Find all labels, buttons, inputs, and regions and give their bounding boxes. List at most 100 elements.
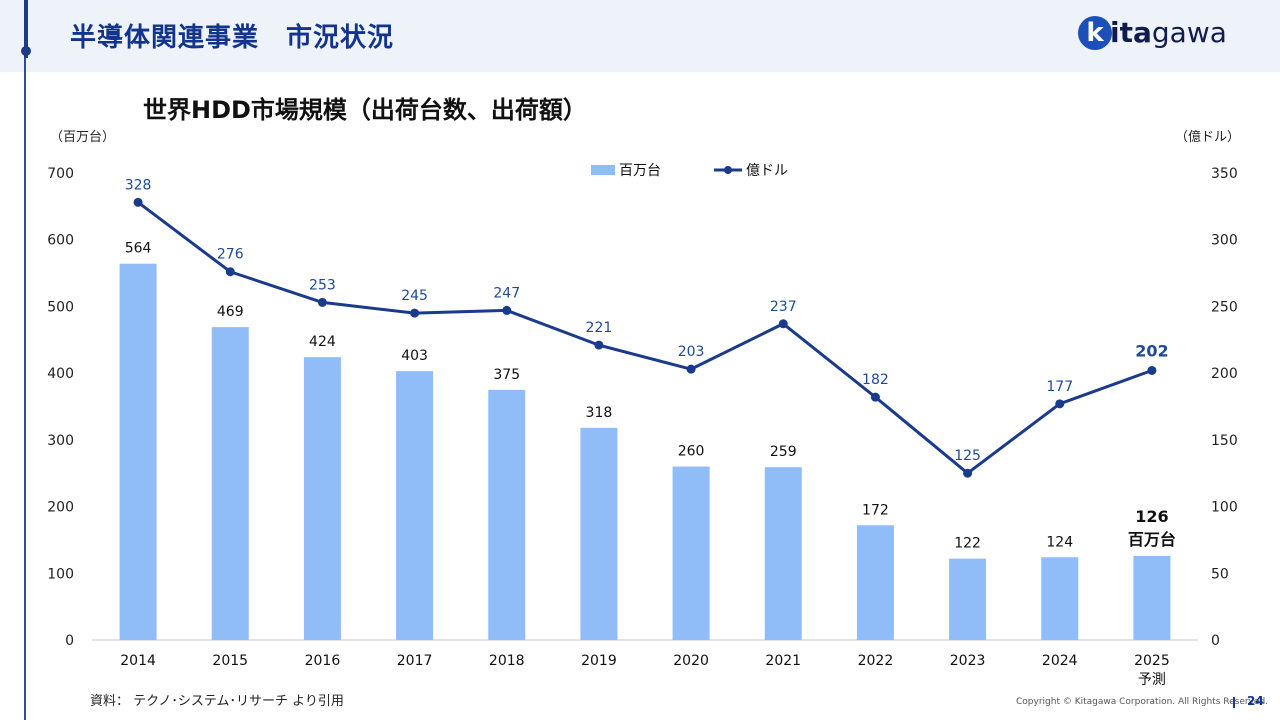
left-tick-label: 300: [47, 433, 74, 449]
x-tick-label-2015: 2015: [212, 653, 248, 669]
right-tick-label: 250: [1211, 299, 1238, 315]
x-tick-label-2024: 2024: [1042, 653, 1078, 669]
x-tick-label-2017: 2017: [397, 653, 433, 669]
line-point-2018: [502, 305, 512, 315]
x-tick-label-2021: 2021: [765, 653, 801, 669]
bar-value-label-2016: 424: [309, 334, 336, 350]
legend-swatch-line-marker: [724, 166, 732, 174]
x-tick-label-2022: 2022: [858, 653, 894, 669]
line-point-2019: [594, 340, 604, 350]
line-value-label-2017: 245: [401, 288, 428, 304]
left-tick-label: 400: [47, 366, 74, 382]
logo-mark: k: [1078, 16, 1112, 50]
bar-2018: [488, 389, 526, 640]
bar-value-label-2014: 564: [125, 241, 152, 257]
legend-swatch-bars: [591, 165, 615, 175]
left-tick-label: 500: [47, 299, 74, 315]
x-tick-label-2020: 2020: [673, 653, 709, 669]
line-point-2023: [963, 468, 973, 478]
x-tick-label-2018: 2018: [489, 653, 525, 669]
right-tick-label: 100: [1211, 500, 1238, 516]
source-note: 資料： テクノ･システム･リサーチ より引用: [90, 694, 344, 709]
legend-label-bars: 百万台: [619, 163, 661, 179]
bar-2021: [764, 467, 802, 640]
line-value-label-2018: 247: [493, 285, 520, 301]
bar-2024: [1041, 557, 1079, 640]
bar-value-label-2015: 469: [217, 304, 244, 320]
x-tick-label-2016: 2016: [305, 653, 341, 669]
line-value-label-2015: 276: [217, 247, 244, 263]
bar-2020: [672, 466, 710, 640]
bar-value-label-2019: 318: [586, 405, 613, 421]
bar-value-label-2023: 122: [954, 536, 981, 552]
line-series-revenue: [137, 201, 1153, 475]
copyright-text: Copyright © Kitagawa Corporation. All Ri…: [1016, 697, 1269, 707]
bar-value-label-2022: 172: [862, 502, 889, 518]
line-value-label-2020: 203: [678, 344, 705, 360]
chart-title: 世界HDD市場規模（出荷台数、出荷額）: [143, 96, 587, 124]
line-point-2016: [317, 297, 327, 307]
line-point-2024: [1055, 399, 1065, 409]
right-tick-label: 150: [1211, 433, 1238, 449]
bar-value-label-2017: 403: [401, 348, 428, 364]
bar-value-label-2021: 259: [770, 444, 797, 460]
line-value-label-2019: 221: [586, 320, 613, 336]
line-point-2021: [778, 319, 788, 329]
bar-2019: [580, 427, 618, 640]
left-rule: [24, 58, 26, 720]
right-tick-label: 300: [1211, 233, 1238, 249]
line-point-2017: [410, 308, 420, 318]
line-point-2025: [1147, 365, 1157, 375]
x-tick-sublabel-2025: 予測: [1138, 672, 1166, 688]
logo-wordmark: itagawa: [1110, 16, 1227, 50]
page-number-separator: [1233, 697, 1235, 708]
bar-2023: [949, 558, 987, 640]
line-point-2014: [133, 197, 143, 207]
bar-2017: [396, 371, 434, 640]
right-tick-label: 350: [1211, 166, 1238, 182]
line-point-2015: [225, 267, 235, 277]
line-value-label-2024: 177: [1046, 379, 1073, 395]
bar-value-label-2025: 126: [1135, 507, 1168, 526]
x-tick-label-2025: 2025: [1134, 653, 1170, 669]
header-accent-dot: [21, 46, 31, 56]
line-value-label-2022: 182: [862, 372, 889, 388]
bar-2016: [303, 357, 341, 640]
logo-wordmark-bold: ita: [1110, 16, 1152, 49]
line-value-label-2025: 202: [1135, 341, 1168, 360]
x-tick-label-2023: 2023: [950, 653, 986, 669]
x-tick-label-2014: 2014: [120, 653, 156, 669]
header-band: [0, 0, 1280, 72]
kitagawa-logo: k itagawa: [1078, 14, 1248, 56]
line-point-2022: [870, 392, 880, 402]
line-value-label-2016: 253: [309, 277, 336, 293]
page-title: 半導体関連事業 市況状況: [70, 23, 395, 53]
left-tick-label: 0: [65, 633, 74, 649]
page-number: 24: [1247, 694, 1264, 708]
x-tick-label-2019: 2019: [581, 653, 617, 669]
line-value-label-2021: 237: [770, 299, 797, 315]
right-tick-label: 50: [1211, 566, 1229, 582]
left-tick-label: 600: [47, 233, 74, 249]
left-tick-label: 200: [47, 500, 74, 516]
right-tick-label: 200: [1211, 366, 1238, 382]
logo-wordmark-regular: gawa: [1151, 16, 1227, 49]
line-value-label-2023: 125: [954, 448, 981, 464]
bar-value-label-2018: 375: [493, 367, 520, 383]
bar-2022: [856, 525, 894, 640]
line-point-2020: [686, 364, 696, 374]
left-tick-label: 700: [47, 166, 74, 182]
legend-label-line: 億ドル: [746, 163, 788, 179]
left-axis-unit: （百万台）: [50, 130, 115, 145]
left-tick-label: 100: [47, 566, 74, 582]
right-axis-unit: （億ドル）: [1175, 129, 1240, 145]
bar-2015: [211, 327, 249, 640]
bar-value-label-2024: 124: [1046, 534, 1073, 550]
bar-2025: [1133, 555, 1171, 640]
bar-value-label-2020: 260: [678, 444, 705, 460]
right-tick-label: 0: [1211, 633, 1220, 649]
header-accent-bar: [24, 0, 28, 58]
bar-2014: [119, 263, 157, 640]
bar-unit-label-2025: 百万台: [1128, 530, 1176, 549]
